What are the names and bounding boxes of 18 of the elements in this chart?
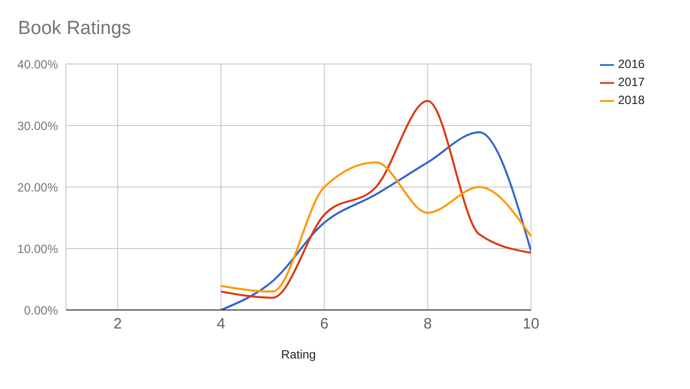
legend-label: 2017 bbox=[618, 75, 645, 89]
y-tick-label: 0.00% bbox=[24, 303, 58, 318]
x-tick-label: 4 bbox=[216, 316, 226, 333]
legend-label: 2016 bbox=[618, 57, 645, 71]
x-tick-label: 2 bbox=[113, 316, 122, 333]
x-tick-label: 10 bbox=[522, 316, 540, 333]
x-tick-label: 6 bbox=[320, 316, 329, 333]
y-tick-label: 40.00% bbox=[17, 57, 58, 72]
line-series bbox=[220, 131, 531, 310]
x-axis-title: Rating bbox=[281, 348, 316, 362]
y-tick-label: 10.00% bbox=[17, 242, 58, 256]
chart-title: Book Ratings bbox=[18, 18, 132, 40]
legend-label: 2018 bbox=[618, 93, 645, 107]
line-series bbox=[220, 100, 531, 299]
line-series bbox=[220, 161, 531, 293]
y-tick-label: 20.00% bbox=[17, 180, 58, 194]
x-tick-label: 8 bbox=[423, 316, 432, 333]
y-tick-label: 30.00% bbox=[17, 118, 58, 133]
